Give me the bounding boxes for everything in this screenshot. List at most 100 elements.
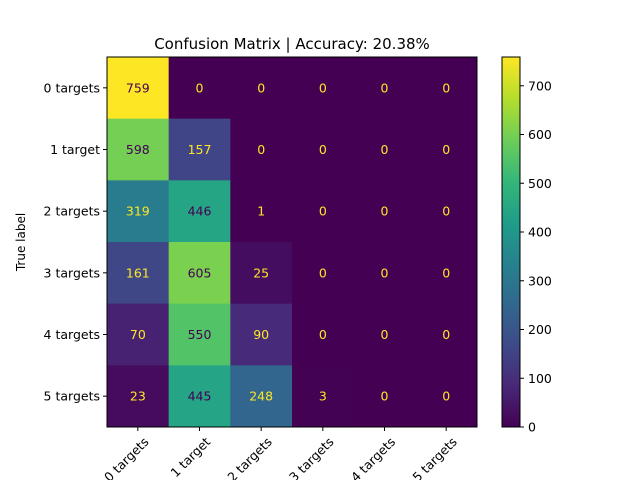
heatmap-cell <box>353 57 416 120</box>
y-tick-label: 4 targets <box>44 327 100 342</box>
colorbar-tick-label: 600 <box>528 127 552 142</box>
cell-value-label: 248 <box>249 389 273 404</box>
heatmap-cells <box>107 57 478 428</box>
cell-value-label: 23 <box>130 389 146 404</box>
x-tick-label: 5 targets <box>409 434 460 480</box>
heatmap-cell <box>107 118 170 181</box>
heatmap-frame <box>106 56 478 428</box>
cell-value-label: 598 <box>126 142 150 157</box>
cell-value-label: 445 <box>188 389 212 404</box>
y-tick-label: 0 targets <box>44 80 100 95</box>
y-tick-label: 3 targets <box>44 265 100 280</box>
x-tick-label: 2 targets <box>224 434 275 480</box>
heatmap-cell <box>353 180 416 243</box>
y-axis-ticks: 0 targets 1 target 2 targets 3 targets 4 tar… <box>44 80 107 404</box>
heatmap-cell <box>415 365 478 428</box>
heatmap-cell <box>415 118 478 181</box>
heatmap-cell <box>168 180 231 243</box>
colorbar-ticks: 0 100 200 300 400 500 600 700 <box>520 78 552 435</box>
heatmap-cell <box>168 242 231 305</box>
heatmap-cell <box>107 242 170 305</box>
cell-value-label: 0 <box>319 265 327 280</box>
cell-value-label: 605 <box>188 265 212 280</box>
cell-value-label: 0 <box>381 204 389 219</box>
cell-value-label: 0 <box>381 389 389 404</box>
cell-value-label: 0 <box>381 265 389 280</box>
cell-value-label: 0 <box>442 265 450 280</box>
y-axis-label: True label <box>14 213 28 272</box>
cell-value-label: 0 <box>319 327 327 342</box>
cell-value-label: 157 <box>188 142 212 157</box>
cell-value-label: 3 <box>319 389 327 404</box>
cell-value-label: 0 <box>319 142 327 157</box>
heatmap-cell <box>107 180 170 243</box>
colorbar-tick-label: 400 <box>528 225 552 240</box>
y-tick-label: 1 target <box>50 142 100 157</box>
heatmap-cell <box>230 303 293 366</box>
x-tick-label: 3 targets <box>286 434 337 480</box>
heatmap-cell <box>353 303 416 366</box>
chart-title: Confusion Matrix | Accuracy: 20.38% <box>154 35 430 53</box>
cell-value-label: 161 <box>126 265 150 280</box>
cell-value-label: 0 <box>442 204 450 219</box>
heatmap-cell <box>230 180 293 243</box>
cell-value-label: 0 <box>442 80 450 95</box>
heatmap-cell <box>353 118 416 181</box>
cell-value-label: 0 <box>442 389 450 404</box>
cell-value-label: 90 <box>253 327 269 342</box>
heatmap-cell <box>230 365 293 428</box>
x-axis-ticks: 0 targets 1 target 2 targets 3 targets 4 tar… <box>101 427 460 485</box>
cell-value-label: 319 <box>126 204 150 219</box>
cell-value-label: 25 <box>253 265 269 280</box>
heatmap-cell <box>292 303 355 366</box>
cell-value-label: 446 <box>188 204 212 219</box>
heatmap-cell <box>168 118 231 181</box>
heatmap-cell <box>107 303 170 366</box>
x-tick-label: 0 targets <box>101 434 152 480</box>
colorbar-tick-label: 300 <box>528 273 552 288</box>
heatmap-cell <box>292 365 355 428</box>
colorbar-tick-label: 700 <box>528 78 552 93</box>
heatmap-cell <box>353 242 416 305</box>
heatmap-cell <box>230 57 293 120</box>
colorbar-tick-label: 0 <box>528 420 536 435</box>
heatmap-cell <box>415 180 478 243</box>
cell-value-label: 0 <box>381 142 389 157</box>
cell-value-label: 0 <box>442 327 450 342</box>
heatmap-cell <box>353 365 416 428</box>
heatmap-cell <box>415 57 478 120</box>
cell-value-label: 759 <box>126 80 150 95</box>
cell-value-label: 0 <box>257 80 265 95</box>
y-tick-label: 2 targets <box>44 204 100 219</box>
y-tick-label: 5 targets <box>44 389 100 404</box>
heatmap-cell <box>107 365 170 428</box>
colorbar <box>501 56 521 428</box>
heatmap-cell <box>168 57 231 120</box>
cell-value-label: 0 <box>381 80 389 95</box>
x-tick-label: 1 target <box>167 434 213 480</box>
heatmap-cell <box>168 303 231 366</box>
colorbar-tick-label: 500 <box>528 176 552 191</box>
cell-value-label: 0 <box>381 327 389 342</box>
heatmap-cell <box>415 303 478 366</box>
colorbar-tick-label: 200 <box>528 322 552 337</box>
heatmap-cell-labels: 759 0 0 0 0 0 598 157 0 0 0 0 319 446 1 0 0 0 161 605 25 0 0 0 7… <box>126 80 450 403</box>
cell-value-label: 0 <box>319 80 327 95</box>
heatmap-cell <box>292 118 355 181</box>
heatmap-cell <box>415 242 478 305</box>
cell-value-label: 0 <box>442 142 450 157</box>
cell-value-label: 550 <box>188 327 212 342</box>
cell-value-label: 0 <box>319 204 327 219</box>
heatmap-cell <box>107 57 170 120</box>
heatmap-cell <box>292 242 355 305</box>
heatmap-cell <box>292 180 355 243</box>
cell-value-label: 70 <box>130 327 146 342</box>
colorbar-tick-label: 100 <box>528 371 552 386</box>
cell-value-label: 0 <box>196 80 204 95</box>
heatmap-cell <box>168 365 231 428</box>
x-tick-label: 4 targets <box>348 434 399 480</box>
cell-value-label: 1 <box>257 204 265 219</box>
heatmap-cell <box>230 118 293 181</box>
